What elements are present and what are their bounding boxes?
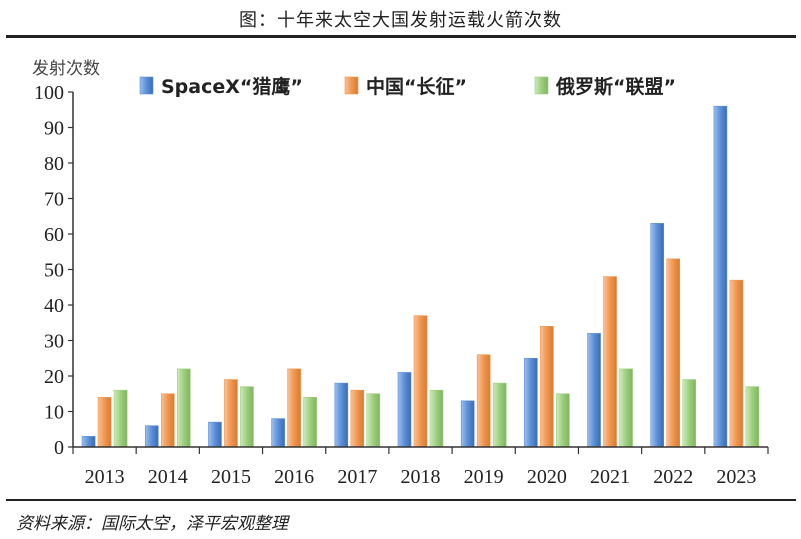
x-axis: 2013 2014 2015 2016 2017 2018 2019 2020 2021 2022…: [72, 446, 769, 488]
bar-1-2018: [413, 315, 428, 448]
bar-1-2023: [729, 279, 744, 448]
y-tick-label: 60: [44, 224, 64, 246]
bar-0-2014: [144, 425, 159, 448]
bar-1-2013: [97, 396, 112, 448]
legend-label: SpaceX“猎鹰”: [161, 75, 303, 98]
bar-1-2016: [287, 368, 301, 448]
x-tick-label: 2022: [653, 466, 693, 488]
x-tick-label: 2021: [590, 466, 630, 488]
x-tick-label: 2013: [85, 466, 125, 488]
bars: [81, 105, 760, 448]
y-axis-label: 发射次数: [32, 59, 100, 79]
legend-label: 俄罗斯“联盟”: [555, 75, 676, 98]
y-tick-label: 80: [44, 153, 64, 175]
bar-0-2022: [650, 223, 665, 448]
y-tick-label: 10: [44, 402, 64, 424]
title-rule: [6, 35, 796, 38]
y-tick-label: 100: [34, 82, 64, 104]
bar-0-2013: [81, 436, 96, 448]
bar-2-2023: [745, 386, 760, 448]
bar-0-2017: [334, 382, 349, 448]
bar-2-2020: [556, 393, 570, 448]
x-tick-label: 2014: [148, 466, 188, 488]
y-tick-label: 90: [44, 118, 64, 140]
bar-1-2022: [666, 258, 681, 448]
legend: SpaceX“猎鹰” 中国“长征” 俄罗斯“联盟”: [139, 75, 676, 98]
bar-1-2017: [350, 389, 365, 448]
bar-1-2015: [224, 379, 238, 448]
x-tick-label: 2015: [211, 466, 251, 488]
y-tick-label: 30: [44, 331, 64, 353]
source-note: 资料来源：国际太空，泽平宏观整理: [16, 514, 288, 534]
x-tick-label: 2016: [274, 466, 314, 488]
bar-2-2019: [492, 382, 507, 448]
bar-0-2016: [271, 418, 285, 448]
bar-1-2020: [540, 325, 554, 448]
bar-0-2015: [208, 421, 222, 448]
bar-0-2021: [587, 333, 601, 448]
y-tick-label: 20: [44, 366, 64, 388]
legend-swatch: [344, 76, 359, 95]
x-tick-label: 2019: [464, 466, 504, 488]
bar-2-2015: [240, 386, 254, 448]
bar-1-2014: [160, 393, 175, 448]
source-rule: [6, 499, 796, 501]
bar-2-2021: [619, 368, 633, 448]
x-tick-label: 2018: [401, 466, 441, 488]
y-axis: 0 10 20 30 40 50 60 70 80 90 100: [34, 82, 74, 459]
legend-swatch: [534, 76, 549, 95]
y-tick-label: 40: [44, 295, 64, 317]
y-tick-label: 0: [54, 437, 64, 459]
legend-swatch: [139, 76, 154, 95]
bar-1-2021: [603, 276, 617, 448]
bar-2-2022: [682, 379, 697, 448]
bar-0-2023: [713, 105, 728, 448]
bar-2-2017: [366, 393, 381, 448]
bar-1-2019: [476, 354, 491, 448]
bar-2-2016: [303, 396, 317, 448]
y-tick-label: 50: [44, 260, 64, 282]
x-tick-label: 2020: [527, 466, 567, 488]
legend-label: 中国“长征”: [366, 75, 467, 98]
bar-2-2013: [113, 389, 128, 448]
bar-2-2014: [176, 368, 191, 448]
x-tick-label: 2017: [337, 466, 377, 488]
bar-2-2018: [429, 389, 444, 448]
bar-0-2019: [460, 400, 475, 448]
y-tick-label: 70: [44, 189, 64, 211]
x-tick-label: 2023: [716, 466, 756, 488]
bar-0-2020: [524, 357, 538, 448]
bar-0-2018: [397, 372, 412, 448]
chart-title: 图：十年来太空大国发射运载火箭次数: [239, 10, 562, 31]
